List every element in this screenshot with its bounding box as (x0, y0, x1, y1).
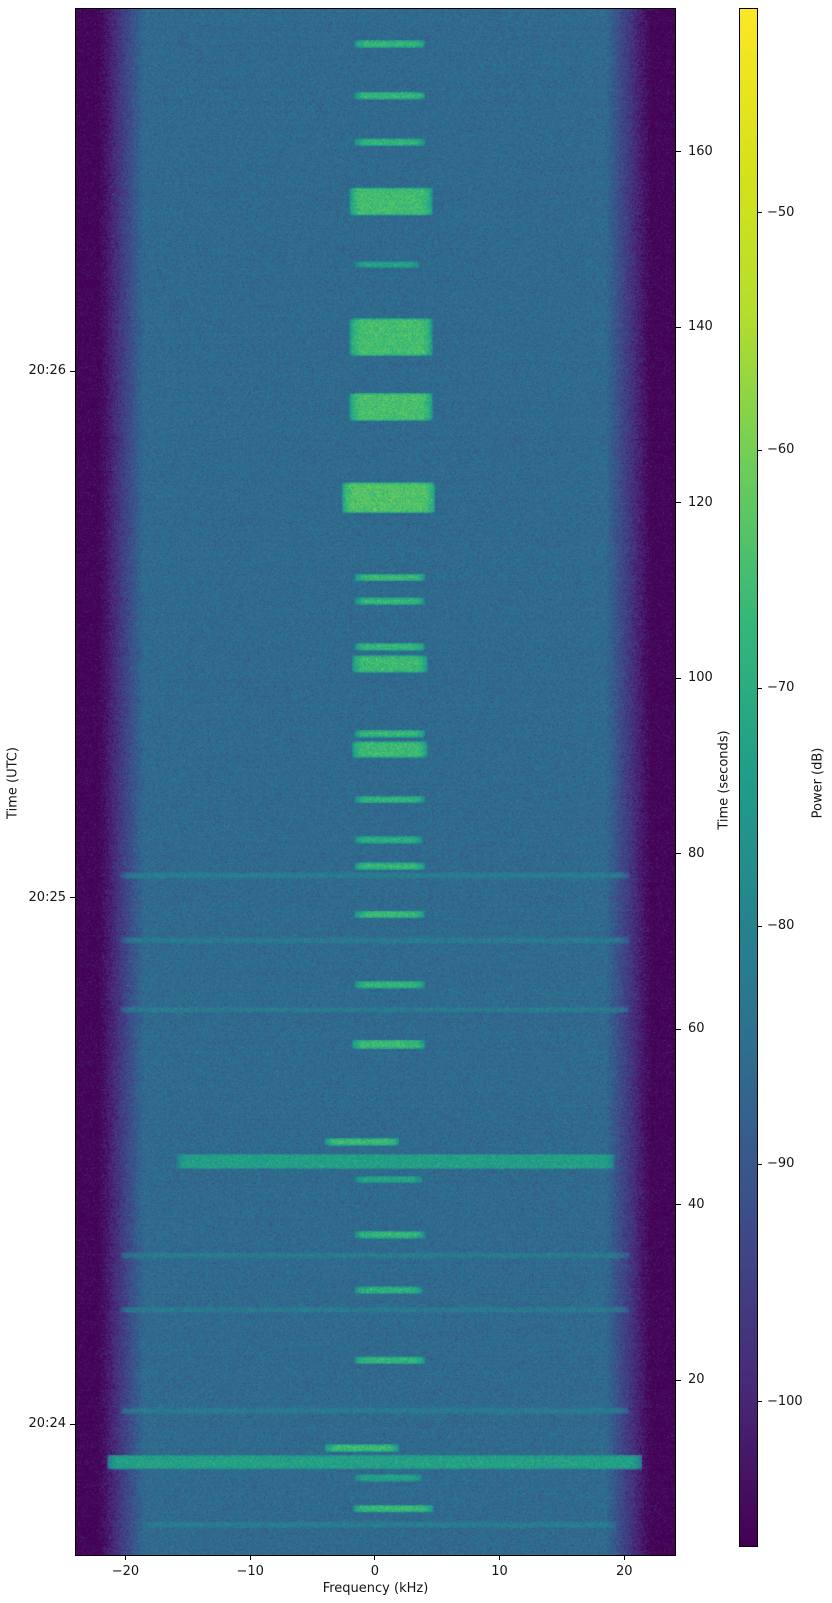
x-tick-mark (623, 1556, 625, 1560)
seconds-tick-label: 140 (688, 319, 713, 335)
x-tick-mark (124, 1556, 126, 1560)
y-axis-right-label: Time (seconds) (716, 730, 732, 830)
colorbar-tick-mark (758, 925, 762, 927)
x-tick-mark (499, 1556, 501, 1560)
seconds-tick-mark (676, 1379, 681, 1381)
seconds-tick-mark (676, 326, 681, 328)
colorbar-tick-mark (758, 1163, 762, 1165)
colorbar-tick-mark (758, 687, 762, 689)
colorbar-label: Power (dB) (810, 747, 826, 819)
utc-tick-mark (70, 897, 75, 899)
colorbar-tick-label: −80 (767, 918, 795, 934)
seconds-tick-mark (676, 151, 681, 153)
utc-tick-mark (70, 370, 75, 372)
seconds-tick-label: 40 (688, 1196, 705, 1212)
spectrogram-heatmap (75, 8, 676, 1556)
colorbar (739, 8, 758, 1547)
seconds-tick-mark (676, 677, 681, 679)
x-tick-label: −20 (111, 1564, 140, 1579)
x-tick-label: 0 (370, 1564, 380, 1579)
colorbar-tick-mark (758, 1401, 762, 1403)
seconds-tick-label: 120 (688, 494, 713, 510)
utc-tick-label: 20:25 (28, 889, 66, 905)
colorbar-tick-label: −90 (767, 1156, 795, 1172)
seconds-tick-mark (676, 1204, 681, 1206)
seconds-tick-mark (676, 853, 681, 855)
x-tick-label: 20 (615, 1564, 633, 1579)
x-axis-label: Frequency (kHz) (322, 1581, 429, 1596)
colorbar-tick-label: −60 (767, 442, 795, 458)
colorbar-tick-label: −100 (767, 1393, 803, 1409)
colorbar-tick-mark (758, 212, 762, 214)
seconds-tick-label: 20 (688, 1372, 705, 1388)
seconds-tick-label: 100 (688, 670, 713, 686)
utc-tick-label: 20:26 (28, 363, 66, 379)
x-tick-label: 10 (491, 1564, 508, 1579)
seconds-tick-label: 80 (688, 845, 705, 861)
colorbar-tick-label: −70 (767, 680, 795, 696)
x-tick-mark (374, 1556, 376, 1560)
seconds-tick-mark (676, 1028, 681, 1030)
utc-tick-mark (70, 1423, 75, 1425)
colorbar-tick-label: −50 (767, 204, 795, 220)
colorbar-tick-mark (758, 449, 762, 451)
seconds-tick-mark (676, 502, 681, 504)
seconds-tick-label: 160 (688, 143, 713, 159)
y-axis-left-label: Time (UTC) (5, 747, 21, 819)
utc-tick-label: 20:24 (28, 1416, 66, 1432)
seconds-tick-label: 60 (688, 1021, 705, 1037)
x-tick-mark (249, 1556, 251, 1560)
x-tick-label: −10 (236, 1564, 264, 1579)
